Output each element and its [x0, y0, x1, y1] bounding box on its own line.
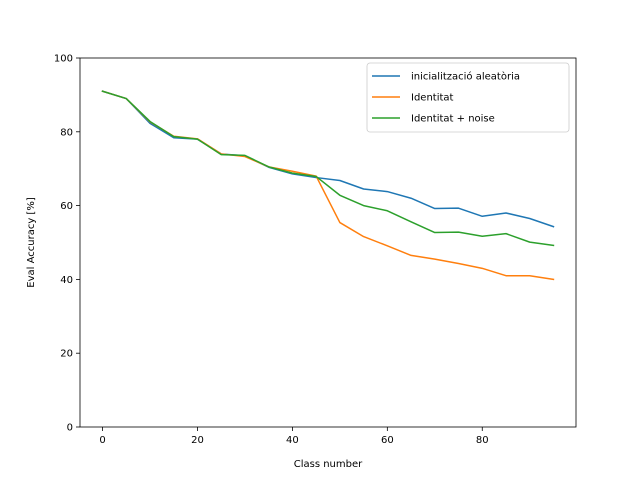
legend-label-3: Identitat + noise: [411, 114, 495, 125]
x-axis-label: Class number: [294, 459, 363, 470]
y-tick-label-0: 0: [67, 423, 73, 434]
y-tick-label-5: 100: [54, 54, 73, 65]
y-tick-label-2: 40: [60, 275, 73, 286]
series-line-1: [101, 90, 555, 228]
x-tick-label-3: 60: [381, 435, 394, 446]
y-tick-label-1: 20: [60, 349, 73, 360]
legend-label-1: inicialització aleatòria: [411, 71, 520, 83]
legend-label-2: Identitat: [411, 93, 454, 104]
y-tick-label-3: 60: [60, 201, 73, 212]
series-layer: [101, 90, 555, 281]
x-axis: 0 20 40 60 80: [99, 427, 489, 446]
x-tick-label-4: 80: [476, 435, 489, 446]
plot-frame: [79, 57, 577, 428]
y-axis-label: Eval Accuracy [%]: [26, 197, 37, 288]
legend: inicialització aleatòria Identitat Identit…: [366, 62, 570, 133]
legend-box: [366, 62, 570, 133]
y-tick-label-4: 80: [60, 127, 73, 138]
x-tick-label-0: 0: [99, 435, 105, 446]
series-line-3: [101, 90, 555, 247]
x-tick-label-1: 20: [191, 435, 204, 446]
y-axis: 0 20 40 60 80 100: [54, 54, 80, 434]
x-tick-label-2: 40: [286, 435, 299, 446]
